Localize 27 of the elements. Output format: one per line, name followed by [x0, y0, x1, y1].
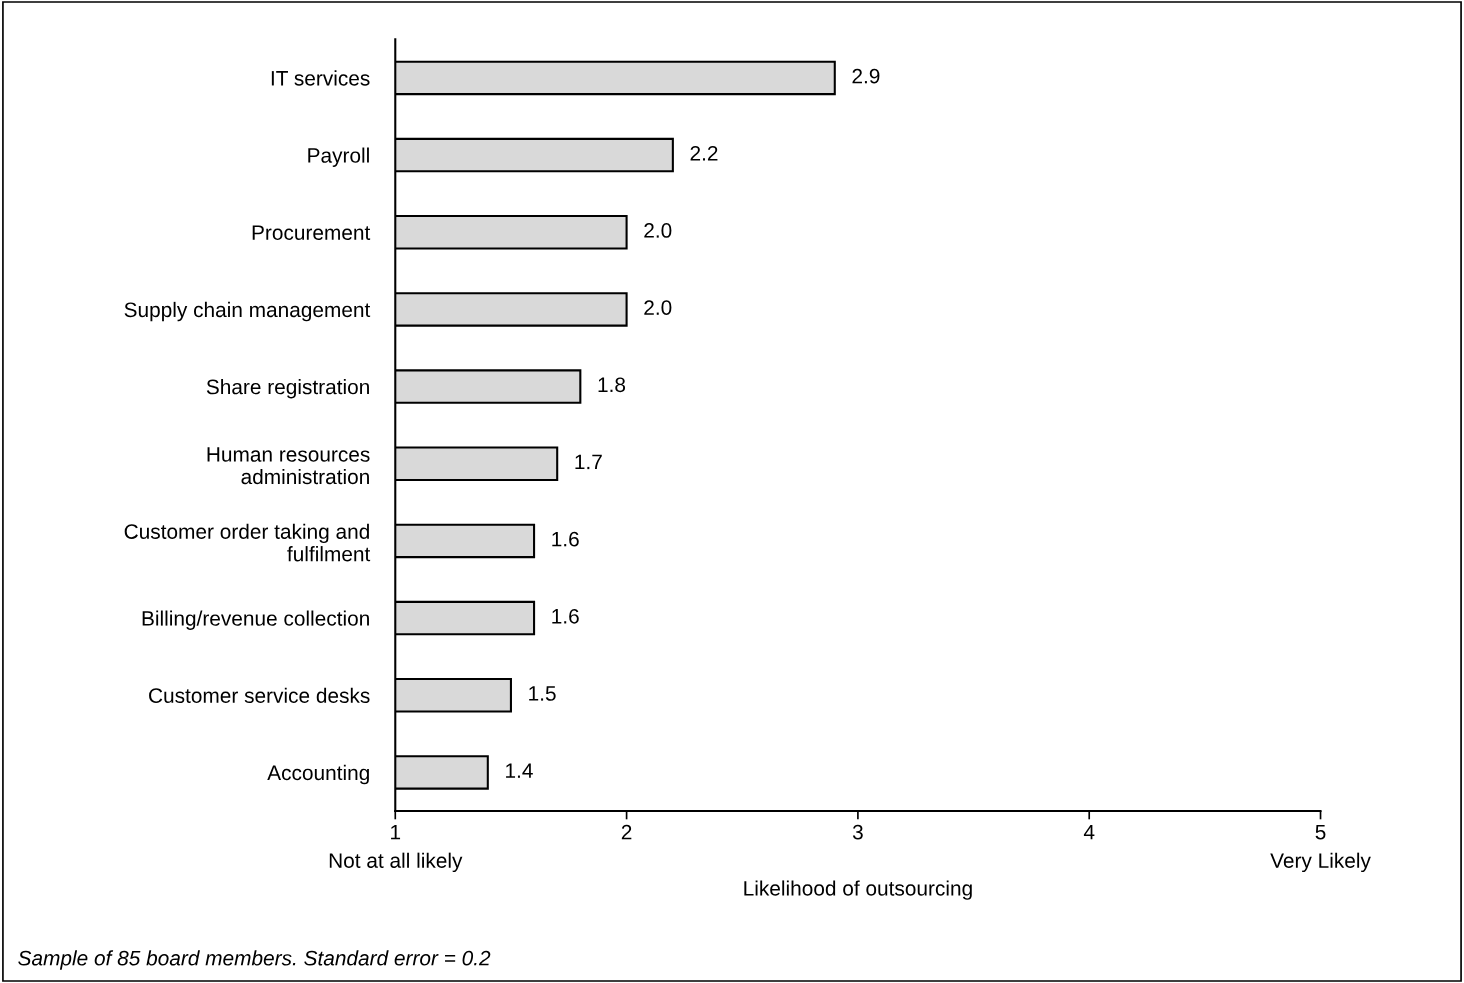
data-label: 1.6	[552, 531, 579, 547]
data-label: 1.5	[529, 686, 556, 701]
y-tick-label: Customer service desks	[149, 687, 370, 703]
y-tick-label: Procurement	[252, 225, 371, 240]
data-label: 2.0	[644, 223, 672, 238]
data-label: 1.4	[506, 763, 533, 778]
data-label: 2.2	[690, 145, 718, 161]
y-tick-label: Payroll	[308, 147, 369, 167]
data-label: 2.0	[644, 300, 672, 315]
x-tick-label: 3	[852, 824, 863, 840]
data-label: 1.7	[575, 454, 602, 470]
x-tick-label: 2	[621, 824, 632, 840]
x-tick-label: 1 Not at all likely	[329, 824, 463, 873]
data-label: 1.6	[552, 608, 579, 624]
x-axis-title: Likelihood of outsourcing	[744, 880, 972, 900]
y-tick-label: Share registration	[206, 379, 369, 399]
data-label: 2.9	[852, 68, 880, 84]
y-tick-label: Human resources administration	[207, 447, 370, 485]
data-label: 1.8	[598, 377, 626, 393]
y-tick-label: Supply chain management	[124, 301, 371, 322]
y-tick-label: IT services	[271, 70, 370, 86]
x-tick-label: 4	[1083, 824, 1095, 840]
text: Sample of 85 board members. Standard error = 0.2	[18, 950, 491, 970]
y-tick-label: Customer order taking and fulfilment	[124, 523, 371, 562]
y-tick-label: Accounting	[267, 764, 369, 785]
x-tick-label: 5 Very Likely	[1270, 824, 1371, 873]
y-tick-label: Billing/revenue collection	[142, 610, 369, 630]
